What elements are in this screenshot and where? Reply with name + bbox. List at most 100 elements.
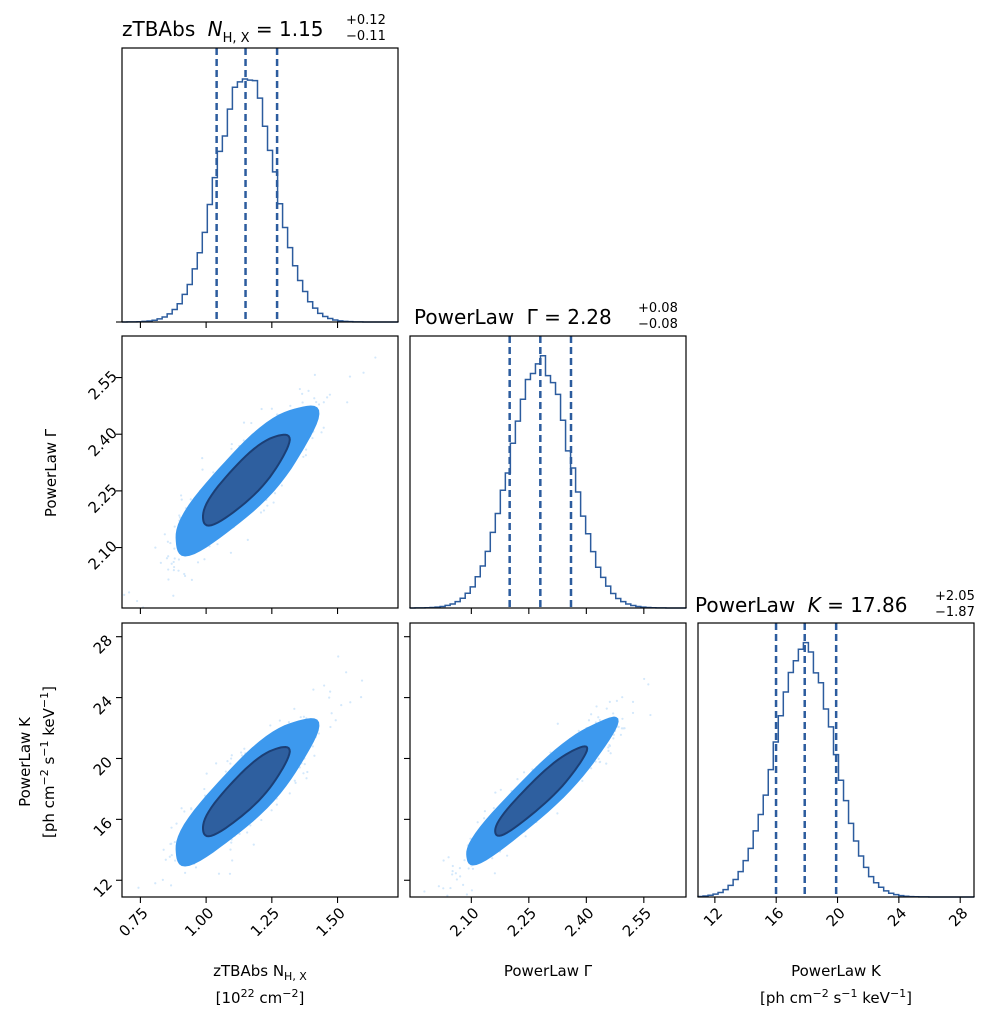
ylabel-gamma: PowerLaw Γ bbox=[42, 428, 60, 517]
contour-gamma-k bbox=[409, 622, 687, 898]
scatter-point bbox=[471, 867, 475, 870]
y-tick-label-gamma: 2.25 bbox=[85, 480, 121, 516]
x-tick-label-k: 16 bbox=[761, 904, 787, 930]
xlabel-k-u1: [ph cm bbox=[760, 989, 813, 1007]
xlabel-k-u2: −2 bbox=[812, 987, 828, 1000]
contour-gamma-k-inner bbox=[494, 745, 589, 837]
scatter-point bbox=[301, 392, 304, 395]
scatter-point bbox=[329, 690, 332, 693]
scatter-point bbox=[483, 810, 486, 813]
scatter-point bbox=[260, 818, 263, 822]
scatter-point bbox=[461, 883, 465, 886]
title-nh-sub: H, X bbox=[223, 31, 250, 46]
scatter-point bbox=[492, 807, 495, 810]
scatter-point bbox=[167, 555, 170, 558]
scatter-point bbox=[359, 696, 363, 699]
scatter-point bbox=[631, 711, 635, 715]
scatter-point bbox=[273, 492, 277, 495]
xlabel-nh-u1: [10 bbox=[216, 989, 241, 1007]
scatter-point bbox=[216, 543, 219, 546]
scatter-point bbox=[326, 396, 329, 399]
scatter-point bbox=[451, 873, 454, 876]
scatter-point bbox=[302, 715, 306, 718]
scatter-point bbox=[164, 858, 167, 861]
scatter-point bbox=[301, 401, 304, 404]
scatter-point bbox=[313, 373, 316, 376]
scatter-point bbox=[349, 701, 352, 704]
scatter-point bbox=[556, 722, 559, 725]
scatter-point bbox=[287, 720, 291, 724]
y-tick-label-gamma: 2.40 bbox=[85, 424, 121, 460]
scatter-point bbox=[166, 540, 169, 543]
title-nh-err-up: +0.12 bbox=[346, 13, 386, 28]
scatter-point bbox=[469, 837, 472, 840]
x-tick-label-k: 20 bbox=[823, 904, 849, 930]
scatter-point bbox=[317, 403, 321, 406]
histogram-k-frame bbox=[697, 622, 975, 898]
title-gamma-err-dn: −0.08 bbox=[638, 317, 678, 332]
title-k: PowerLaw K = 17.86 bbox=[695, 593, 907, 617]
y-tick-label-k: 16 bbox=[90, 814, 116, 840]
scatter-point bbox=[217, 872, 221, 875]
xlabel-k: PowerLaw K bbox=[791, 962, 882, 980]
scatter-point bbox=[491, 857, 494, 860]
histogram-gamma bbox=[409, 335, 687, 609]
scatter-point bbox=[212, 471, 215, 474]
scatter-point bbox=[470, 889, 474, 892]
scatter-point bbox=[312, 688, 315, 691]
scatter-point bbox=[175, 822, 178, 825]
histogram-gamma-frame bbox=[409, 335, 687, 609]
scatter-point bbox=[159, 561, 162, 564]
scatter-point bbox=[173, 547, 176, 550]
scatter-point bbox=[598, 761, 601, 764]
scatter-point bbox=[320, 431, 323, 434]
ylabel-k-u2: −2 bbox=[38, 769, 51, 785]
title-gamma-main: PowerLaw bbox=[414, 305, 514, 329]
histogram-gamma-step bbox=[409, 355, 687, 609]
x-tick-label-nh: 1.25 bbox=[247, 904, 283, 940]
histogram-nh-frame bbox=[121, 47, 399, 323]
scatter-point bbox=[294, 781, 297, 784]
scatter-point bbox=[302, 455, 305, 458]
scatter-point bbox=[619, 733, 623, 736]
scatter-point bbox=[317, 732, 320, 735]
scatter-point bbox=[170, 826, 173, 829]
xlabel-nh-u3: cm bbox=[255, 989, 283, 1007]
scatter-point bbox=[587, 719, 591, 722]
scatter-point bbox=[595, 705, 598, 708]
scatter-point bbox=[467, 867, 470, 870]
scatter-point bbox=[506, 854, 509, 857]
scatter-point bbox=[524, 835, 527, 838]
scatter-point bbox=[178, 516, 182, 519]
contour-nh-k-inner bbox=[202, 745, 291, 838]
scatter-point bbox=[252, 843, 255, 846]
scatter-point bbox=[442, 887, 445, 890]
scatter-point bbox=[299, 716, 302, 719]
scatter-point bbox=[516, 777, 519, 781]
title-nh-sym: N bbox=[208, 17, 223, 41]
histogram-nh bbox=[121, 47, 399, 323]
scatter-point bbox=[229, 762, 232, 765]
xlabel-nh-u5: ] bbox=[298, 989, 304, 1007]
scatter-point bbox=[459, 875, 462, 878]
scatter-point bbox=[137, 886, 140, 889]
scatter-point bbox=[226, 760, 229, 763]
scatter-point bbox=[305, 777, 308, 780]
scatter-point bbox=[201, 456, 204, 460]
scatter-point bbox=[451, 864, 454, 868]
contour-gamma-k-frame bbox=[409, 622, 687, 898]
scatter-point bbox=[177, 558, 181, 561]
scatter-point bbox=[476, 821, 479, 824]
x-tick-label-gamma: 2.40 bbox=[561, 904, 597, 940]
title-k-sym: K bbox=[808, 593, 823, 617]
scatter-point bbox=[581, 779, 584, 782]
scatter-point bbox=[621, 696, 624, 699]
scatter-point bbox=[224, 770, 227, 773]
scatter-point bbox=[608, 700, 611, 703]
scatter-point bbox=[293, 707, 296, 710]
scatter-point bbox=[269, 724, 272, 727]
xlabel-nh-u4: −2 bbox=[282, 987, 298, 1000]
scatter-point bbox=[442, 859, 445, 862]
scatter-point bbox=[229, 848, 232, 851]
y-tick-label-gamma: 2.10 bbox=[85, 537, 121, 573]
